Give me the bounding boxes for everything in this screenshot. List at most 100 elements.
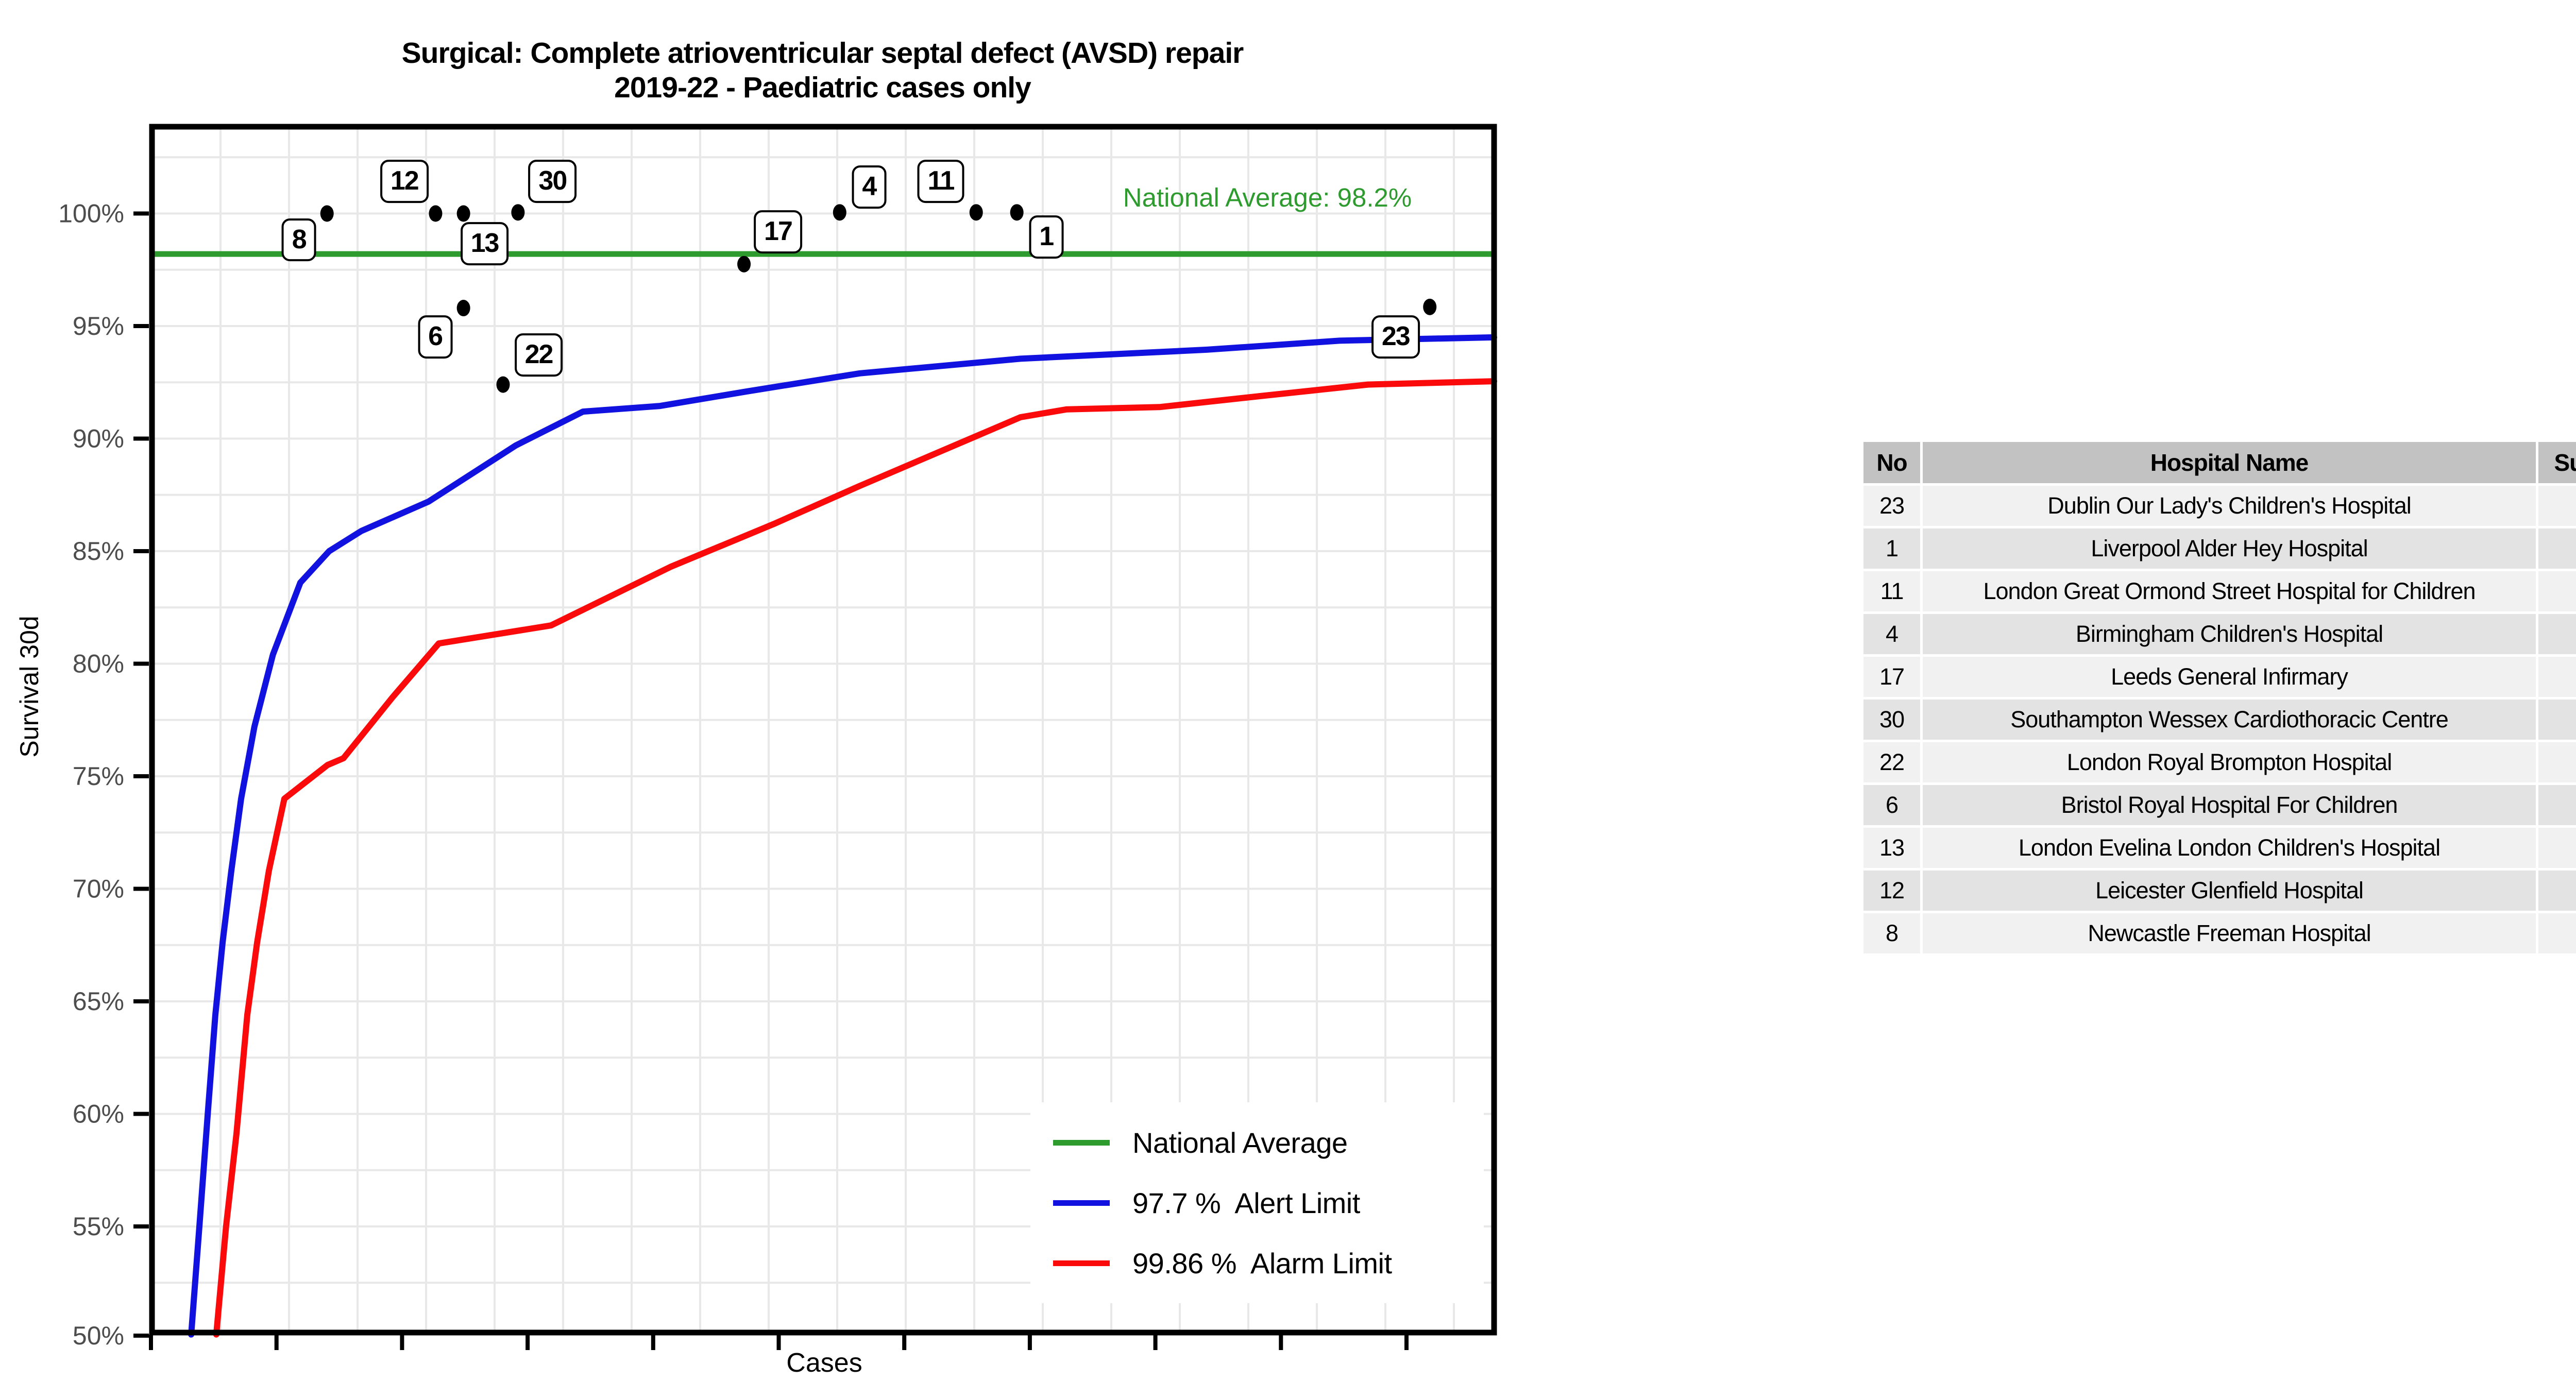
hospital-label: 1: [1029, 215, 1064, 259]
legend-item-alert-limit: 97.7 % Alert Limit: [1053, 1173, 1484, 1233]
cell-survival: 100%: [2538, 699, 2576, 740]
hospital-point: [1423, 298, 1437, 315]
table-header-row: No Hospital Name Survival 30d: [1863, 442, 2576, 483]
table-header-no: No: [1863, 442, 1920, 483]
hospital-point: [1010, 204, 1024, 221]
cell-survival: 98%: [2538, 657, 2576, 697]
hospital-point: [833, 204, 846, 221]
cell-survival: 96%: [2538, 785, 2576, 825]
legend-line-national-average-icon: [1053, 1140, 1110, 1146]
hospital-label: 8: [281, 218, 316, 262]
x-axis-title: Cases: [786, 1348, 862, 1378]
y-tick-label: 75%: [73, 762, 124, 791]
legend-line-alert-limit-icon: [1053, 1200, 1110, 1206]
cell-hospital-name: London Great Ormond Street Hospital for …: [1923, 571, 2536, 611]
cell-survival: 92%: [2538, 742, 2576, 782]
y-tick-label: 90%: [73, 424, 124, 453]
cell-survival: 100%: [2538, 528, 2576, 569]
cell-hospital-name: London Royal Brompton Hospital: [1923, 742, 2536, 782]
legend-label: 97.7 % Alert Limit: [1132, 1187, 1360, 1219]
hospital-label: 11: [917, 160, 964, 203]
cell-no: 22: [1863, 742, 1920, 782]
y-tick-label: 50%: [73, 1321, 124, 1350]
cell-survival: 96%: [2538, 486, 2576, 526]
table-header-hospital-name: Hospital Name: [1923, 442, 2536, 483]
cell-survival: 100%: [2538, 614, 2576, 654]
y-tick-label: 80%: [73, 650, 124, 678]
hospital-point: [496, 376, 510, 393]
cell-no: 8: [1863, 913, 1920, 953]
cell-survival: 100%: [2538, 871, 2576, 911]
cell-hospital-name: Birmingham Children's Hospital: [1923, 614, 2536, 654]
cell-no: 17: [1863, 657, 1920, 697]
cell-no: 6: [1863, 785, 1920, 825]
hospital-point: [320, 205, 334, 222]
cell-survival: 100%: [2538, 571, 2576, 611]
chart-title-line1: Surgical: Complete atrioventricular sept…: [401, 37, 1244, 70]
y-tick-label: 95%: [73, 312, 124, 340]
y-tick-label: 65%: [73, 987, 124, 1016]
table-header-survival-30d: Survival 30d: [2538, 442, 2576, 483]
cell-hospital-name: Southampton Wessex Cardiothoracic Centre: [1923, 699, 2536, 740]
legend-item-national-average: National Average: [1053, 1113, 1484, 1173]
chart-title: Surgical: Complete atrioventricular sept…: [151, 36, 1494, 105]
hospital-point: [456, 205, 470, 222]
hospital-label: 4: [852, 165, 887, 209]
cell-hospital-name: Liverpool Alder Hey Hospital: [1923, 528, 2536, 569]
cell-hospital-name: Newcastle Freeman Hospital: [1923, 913, 2536, 953]
cell-no: 12: [1863, 871, 1920, 911]
y-tick-label: 100%: [58, 199, 124, 228]
hospital-point: [429, 205, 443, 222]
chart-legend: National Average 97.7 % Alert Limit 99.8…: [1030, 1102, 1484, 1303]
legend-label: National Average: [1132, 1127, 1348, 1159]
cell-survival: 100%: [2538, 913, 2576, 953]
table-row: 13 London Evelina London Children's Hospi…: [1863, 828, 2576, 868]
hospital-label: 30: [528, 160, 577, 203]
cell-no: 30: [1863, 699, 1920, 740]
cell-no: 11: [1863, 571, 1920, 611]
hospital-label: 6: [418, 315, 453, 359]
y-axis-title: Survival 30d: [15, 616, 44, 758]
y-tick-label: 85%: [73, 537, 124, 566]
hospital-label: 17: [754, 210, 802, 253]
legend-line-alarm-limit-icon: [1053, 1260, 1110, 1266]
cell-no: 4: [1863, 614, 1920, 654]
cell-hospital-name: Leeds General Infirmary: [1923, 657, 2536, 697]
alert-limit-line: [188, 334, 1497, 1338]
alarm-limit-line: [213, 378, 1497, 1338]
legend-label: 99.86 % Alarm Limit: [1132, 1247, 1392, 1279]
hospital-point: [737, 255, 751, 272]
hospital-label: 13: [460, 222, 509, 266]
y-tick-label: 70%: [73, 875, 124, 903]
cell-no: 13: [1863, 828, 1920, 868]
cell-hospital-name: Leicester Glenfield Hospital: [1923, 871, 2536, 911]
hospital-point: [456, 300, 470, 317]
cell-no: 1: [1863, 528, 1920, 569]
legend-item-alarm-limit: 99.86 % Alarm Limit: [1053, 1233, 1484, 1293]
hospital-point: [969, 204, 983, 221]
cell-no: 23: [1863, 486, 1920, 526]
y-tick-label: 60%: [73, 1100, 124, 1129]
table-row: 30 Southampton Wessex Cardiothoracic Cent…: [1863, 699, 2576, 740]
plot-border: [149, 124, 1497, 1336]
hospital-point: [511, 204, 525, 221]
national-average-annotation: National Average: 98.2%: [1123, 183, 1412, 212]
cell-hospital-name: London Evelina London Children's Hospita…: [1923, 828, 2536, 868]
cell-survival: 100%: [2538, 828, 2576, 868]
hospital-label: 12: [380, 160, 429, 203]
y-tick-label: 55%: [73, 1212, 124, 1241]
table-row: 11 London Great Ormond Street Hospital fo…: [1863, 571, 2576, 611]
chart-title-line2: 2019-22 - Paediatric cases only: [614, 71, 1031, 104]
hospital-label: 23: [1371, 315, 1420, 359]
hospital-label: 22: [514, 333, 563, 377]
